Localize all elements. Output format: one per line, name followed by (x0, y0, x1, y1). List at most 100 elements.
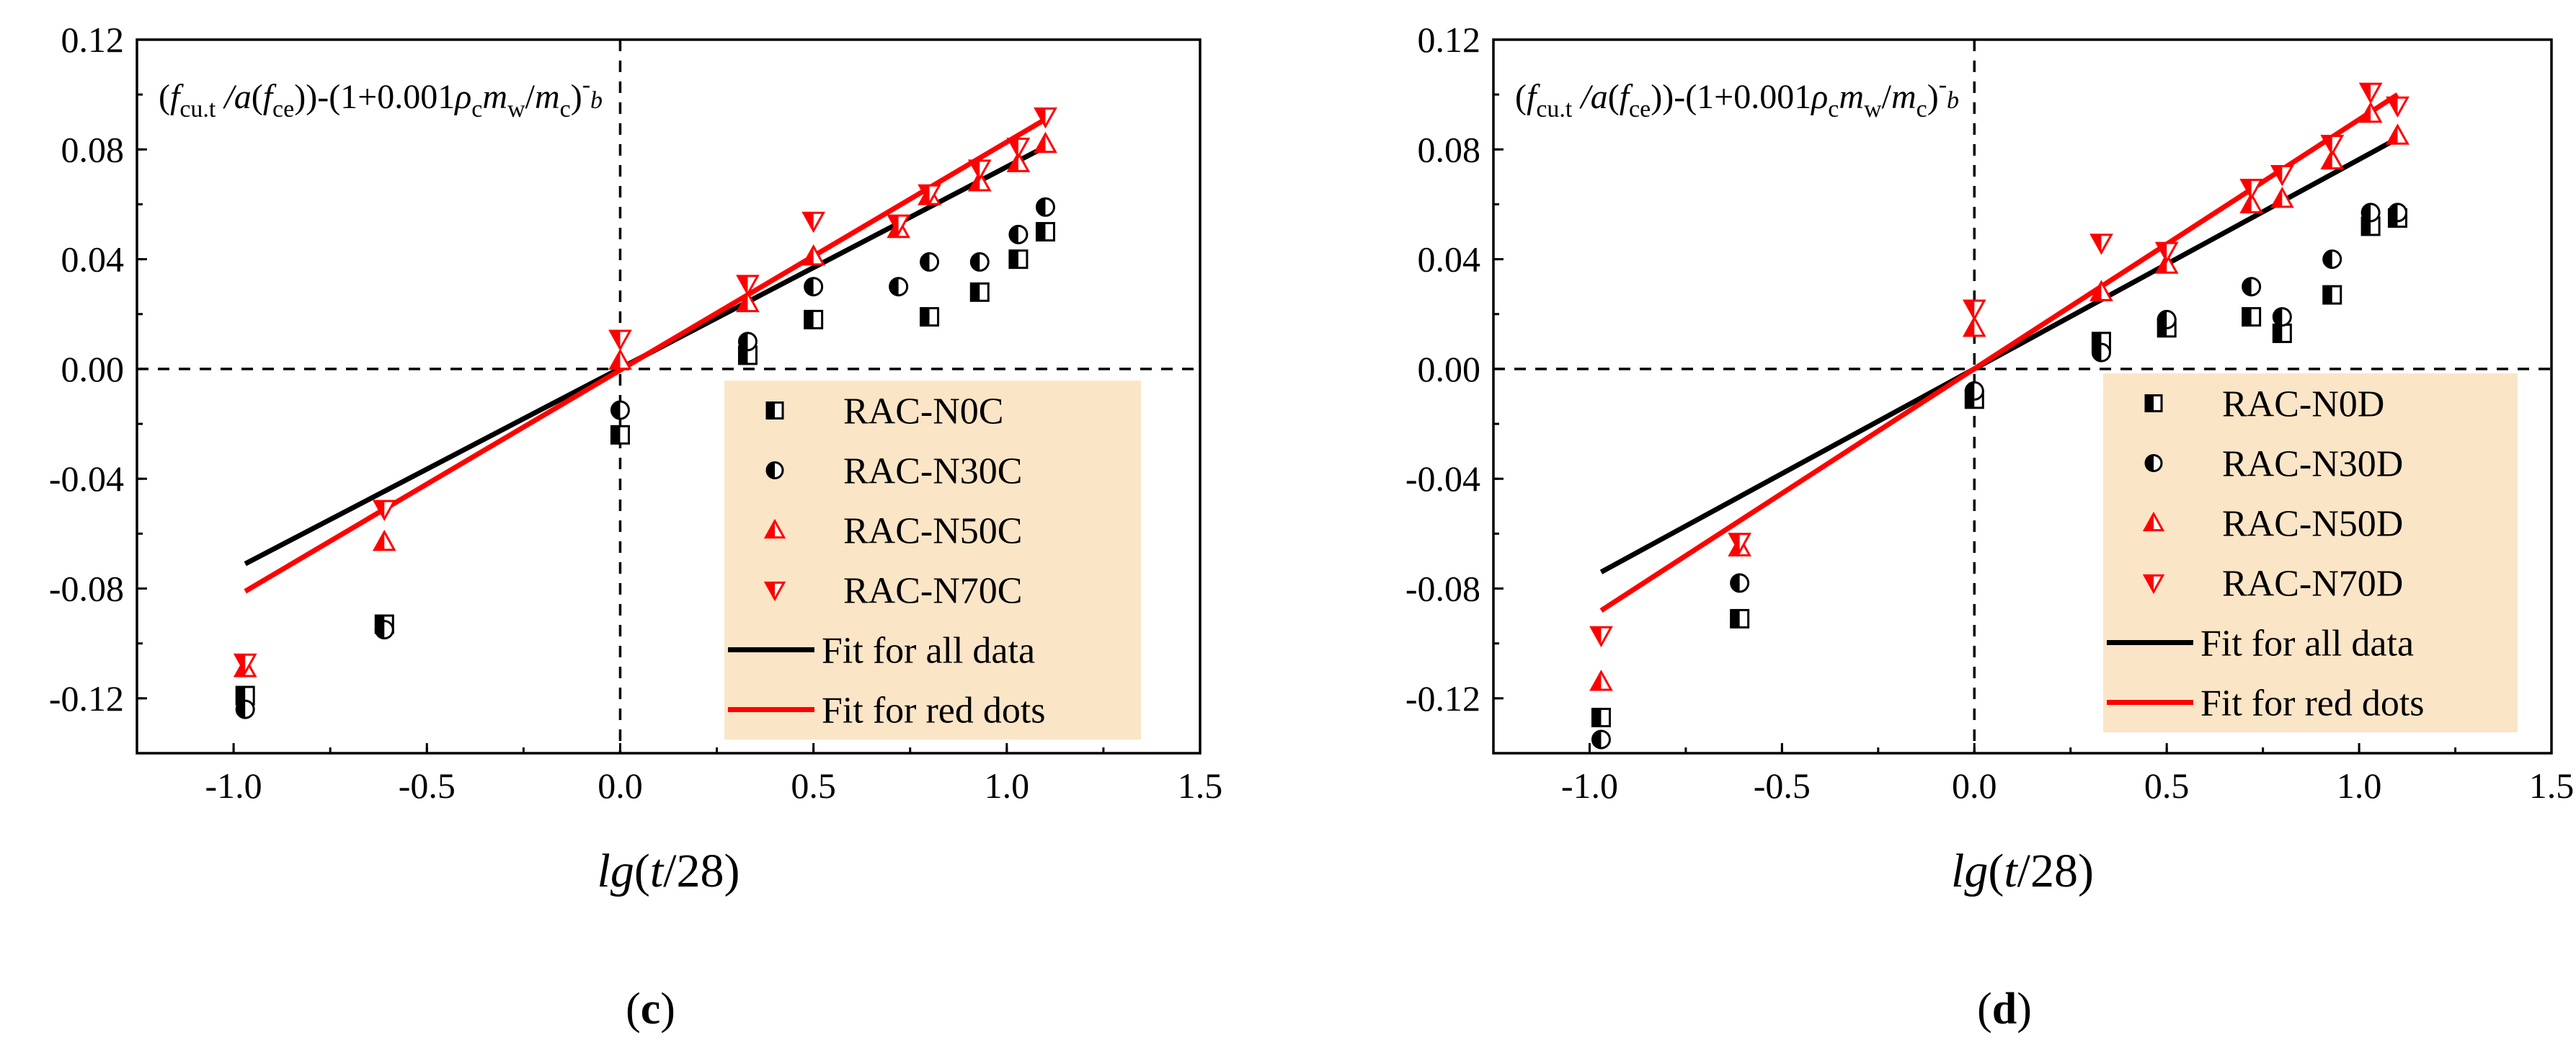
y-tick-label: 0.04 (1418, 239, 1481, 280)
data-point (1964, 381, 1984, 401)
y-tick-label: -0.04 (1405, 458, 1480, 499)
data-point (2322, 249, 2342, 270)
data-point (1008, 249, 1029, 270)
y-tick-label: 0.04 (61, 239, 125, 280)
data-point (969, 282, 990, 302)
data-point (801, 211, 825, 234)
y-tick-label: -0.12 (49, 678, 124, 719)
x-tick-label: 1.0 (985, 765, 1030, 806)
legend-label: RAC-N0C (843, 391, 1003, 432)
x-tick-label: -1.0 (205, 765, 262, 806)
series-rac-n70c (233, 107, 1057, 675)
legend-background (724, 381, 1141, 740)
x-axis-label: lg(t/28) (1951, 845, 2094, 897)
legend-marker (2144, 394, 2163, 412)
data-point (736, 275, 760, 296)
data-point (1591, 708, 1611, 727)
y-tick-label: -0.12 (1405, 678, 1480, 719)
data-point (2091, 342, 2111, 363)
data-point (2270, 186, 2294, 208)
legend-marker (765, 461, 784, 479)
data-point (967, 170, 992, 192)
data-point (2320, 148, 2345, 170)
legend-marker (2142, 511, 2165, 532)
data-point (920, 307, 940, 327)
legend-label: Fit for all data (2200, 623, 2414, 665)
x-tick-label: 1.5 (1178, 765, 1223, 806)
y-tick-label: 0.08 (1418, 129, 1481, 169)
data-point (610, 425, 630, 445)
data-point (233, 653, 257, 675)
data-point (1962, 299, 1986, 321)
data-point (920, 252, 940, 272)
data-point (2358, 101, 2383, 123)
equation-label: (fcu.t /a(fce))-(1+0.001ρcmw/mc)-b (159, 71, 603, 123)
data-point (1035, 222, 1055, 242)
series-rac-n70d (1589, 82, 2410, 648)
data-point (1730, 608, 1750, 629)
data-point (1008, 224, 1029, 244)
data-point (1728, 533, 1751, 554)
y-tick-label: -0.08 (49, 569, 124, 609)
data-point (608, 329, 632, 351)
legend-marker (2144, 454, 2163, 472)
legend-label: RAC-N50C (843, 511, 1022, 552)
data-point (2239, 192, 2263, 214)
data-point (2270, 165, 2294, 187)
data-point (1962, 315, 1986, 337)
x-tick-label: 0.5 (2144, 765, 2190, 806)
y-tick-label: 0.00 (1418, 349, 1481, 389)
y-tick-label: 0.08 (61, 129, 125, 169)
data-point (969, 252, 990, 272)
panel-label: (c) (626, 985, 675, 1034)
data-point (374, 620, 394, 640)
data-point (1006, 137, 1031, 159)
chart-panel-d: -1.0 -0.5 0.0 0.5 1.0 1.5 -0.12 -0.08 -0.04 0.00 0… (1405, 19, 2574, 1034)
equation-label: (fcu.t /a(fce))-(1+0.001ρcmw/mc)-b (1515, 71, 1959, 123)
legend-label: RAC-N50D (2222, 504, 2403, 545)
legend: RAC-N0C RAC-N30C RAC-N50C RAC-N70C Fit for a… (724, 381, 1141, 740)
data-point (1034, 131, 1057, 154)
data-point (2272, 323, 2292, 343)
data-point (372, 499, 396, 522)
data-point (2242, 307, 2262, 327)
fit-line-red-dots (244, 117, 1047, 594)
x-tick-label: -0.5 (1754, 765, 1811, 806)
data-point (887, 214, 910, 236)
plot-area-frame (1492, 38, 2553, 755)
legend-label: RAC-N70C (843, 571, 1022, 612)
series-rac-n30d (1591, 203, 2407, 750)
data-point (2239, 179, 2263, 200)
data-point (2322, 285, 2342, 305)
y-tick-label: 0.12 (1418, 19, 1481, 60)
data-point (967, 159, 992, 181)
data-point (737, 332, 758, 352)
legend-marker (763, 581, 786, 602)
x-tick-label: -0.5 (399, 765, 456, 806)
data-point (804, 277, 824, 297)
data-point (1591, 729, 1611, 750)
data-point (2154, 241, 2179, 264)
legend-label: RAC-N70D (2222, 564, 2403, 605)
legend: RAC-N0D RAC-N30D RAC-N50D RAC-N70D Fit for a… (2103, 373, 2518, 732)
data-point (2242, 277, 2262, 297)
data-point (2089, 280, 2113, 301)
data-point (918, 184, 941, 206)
data-point (2154, 252, 2179, 274)
fit-line-red-dots (1599, 92, 2399, 613)
legend-label: RAC-N30C (843, 451, 1022, 492)
plot-area-frame (136, 38, 1202, 755)
data-point (610, 400, 630, 420)
data-point (372, 529, 396, 551)
data-point (1589, 626, 1613, 648)
data-point (1035, 197, 1055, 217)
data-point (1034, 107, 1057, 129)
y-tick-label: -0.04 (49, 458, 124, 499)
data-point (889, 277, 909, 297)
data-point (804, 309, 824, 329)
legend-label: Fit for red dots (822, 690, 1046, 732)
x-tick-label: 1.0 (2337, 765, 2382, 806)
y-tick-label: -0.08 (1405, 569, 1480, 609)
y-tick-label: 0.00 (61, 349, 125, 389)
legend-label: RAC-N0D (2222, 384, 2384, 425)
